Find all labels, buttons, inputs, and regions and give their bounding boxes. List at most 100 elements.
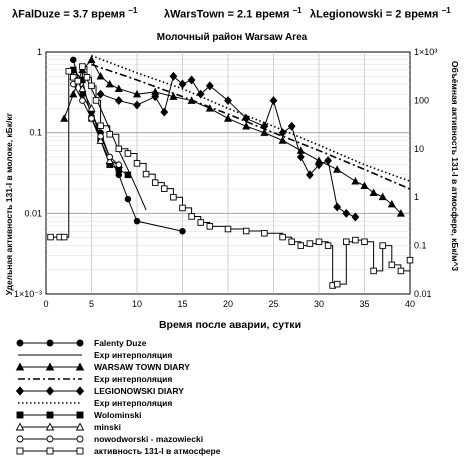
series-line [81,69,147,211]
data-point [279,233,286,241]
data-point [87,104,96,112]
data-point [70,74,77,81]
lambda-warstown: λWarsTown = 2.1 время −1 [164,6,302,21]
data-point [288,238,295,246]
legend-swatch [18,354,82,356]
data-point [87,55,96,64]
data-point [351,212,360,222]
lambda-legionowski: λLegionowski = 2 время −1 [310,6,451,21]
data-point [278,136,287,144]
legend-marker [76,447,84,455]
legend-marker [15,386,25,396]
data-point [133,160,141,167]
legend-label: nowodworski - mazowiecki [94,434,204,444]
data-point [261,229,268,237]
legend-label: Wolominski [94,410,142,420]
data-point [92,97,100,104]
legend-item: Wolominski [8,409,308,421]
data-point [74,77,82,85]
legend-item: Exp интерполяция [8,397,308,409]
y-right-tick-label: 10 [414,144,424,154]
y-left-tick-label: 1×10⁻³ [14,289,42,299]
data-point [223,114,233,122]
data-point [343,238,350,246]
data-point [287,121,296,131]
series-line [91,63,411,190]
data-point [160,107,169,117]
data-point [47,233,54,241]
data-point [151,179,159,186]
legend-marker [45,386,55,396]
x-axis-label: Время после аварии, сутки [159,319,301,331]
data-point [369,188,378,196]
legend-marker [76,339,84,347]
legend-marker [75,362,85,371]
legend-marker [45,362,55,371]
legend: Falenty Duze Exp интерполяция WARSAW TOWN … [8,337,308,457]
legend-label: Exp интерполяция [94,374,173,384]
data-point [197,219,204,226]
legend-swatch [16,411,84,419]
data-point [179,204,186,212]
y-axis-right-label: Объёмная активность 131-I в атмосфере, к… [450,61,460,272]
data-point [124,195,132,203]
data-point [60,114,69,122]
legend-marker [76,435,84,443]
legend-marker [46,411,54,419]
data-point [360,181,369,189]
legend-label: LEGIONOWSKI DIARY [94,386,184,396]
data-point [179,227,186,235]
legend-marker [16,411,24,419]
legend-label: Exp интерполяция [94,350,173,360]
data-point [370,267,377,275]
data-point [278,128,287,138]
data-point [79,63,86,70]
legend-marker [46,447,54,455]
data-point [83,74,91,81]
data-point [88,82,95,90]
data-point [114,84,123,93]
legend-swatch [16,447,84,455]
chart: Молочный район Warsaw Area 0 5 10 15 20 25 30 3… [4,32,460,331]
data-point [315,238,323,246]
data-point [106,130,113,138]
data-point [97,122,104,129]
legend-label: WARSAW TOWN DIARY [94,362,190,372]
legend-label: Exp интерполяция [94,398,173,408]
data-point [352,236,359,244]
legend-marker [45,422,55,431]
series-8 [70,80,123,169]
legend-swatch [15,386,85,396]
data-point [242,122,251,130]
y-left-tick-label: 0.01 [24,208,42,218]
data-point [333,280,341,288]
lambda-falduze: λFalDuze = 3.7 время −1 [12,6,137,21]
lambda-header: λFalDuze = 3.7 время −1 λWarsTown = 2.1 … [0,4,464,26]
data-point [161,185,168,192]
legend-marker [75,422,85,431]
series-5 [91,54,411,182]
data-point [169,71,178,81]
legend-swatch [18,402,82,404]
data-point [133,100,141,110]
data-point [333,202,342,212]
data-point [188,213,195,220]
data-point [169,92,178,100]
x-tick-label: 30 [314,299,324,309]
x-tick-label: 15 [177,299,187,309]
legend-marker [15,362,25,371]
data-point [205,104,214,112]
y-left-tick-label: 0.1 [29,128,42,138]
x-tick-label: 20 [223,299,233,309]
lambda-legionowski-sup: −1 [441,6,451,15]
tick-labels: 0 5 10 15 20 25 30 35 40 1×10⁻³ 0.01 0.1 1 0.01 0.1 1 10… [14,47,437,309]
data-point [315,160,323,170]
data-point [105,156,114,164]
data-point [133,217,141,225]
data-point [406,256,414,264]
legend-marker [16,435,24,443]
chart-title: Молочный район Warsaw Area [157,32,308,43]
y-axis-left-label: Удельная активность 131-I в молоке, кБк/… [4,112,14,295]
legend-label: minski [94,422,121,432]
legend-item: Exp интерполяция [8,373,308,385]
